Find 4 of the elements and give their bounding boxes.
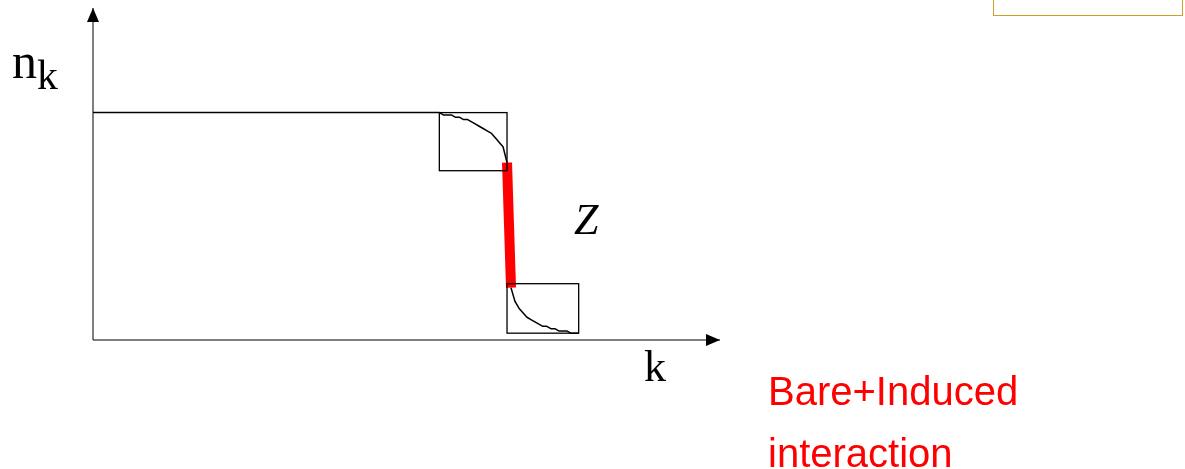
y-axis-title: n$_{k}$ (12, 33, 58, 98)
text: Bare+Induced interaction (768, 368, 1020, 469)
x-axis-title: k (644, 342, 666, 391)
annotation: Z (574, 195, 599, 244)
